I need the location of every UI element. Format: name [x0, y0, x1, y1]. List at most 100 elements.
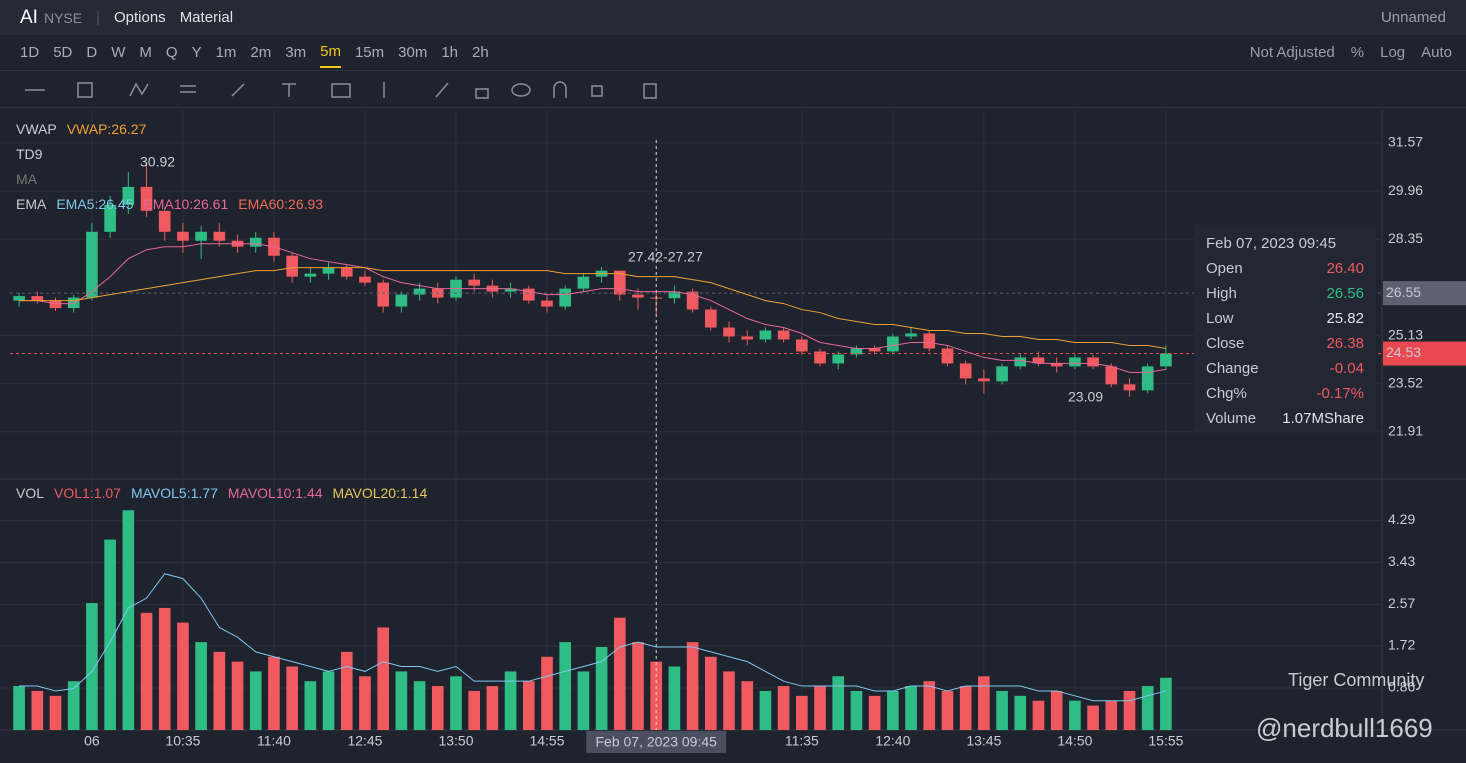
ma-legend: MA [16, 171, 37, 187]
volume-bar [1160, 677, 1172, 730]
indicator-line [19, 573, 1167, 702]
timeframe[interactable]: 3m [285, 44, 307, 61]
candle-body [814, 351, 826, 364]
volume-bar [122, 510, 135, 730]
candle-body [941, 348, 954, 364]
value: VWAP:26.27 [66, 121, 147, 137]
workspace[interactable]: Unnamed [1380, 9, 1446, 26]
scale-option[interactable]: Auto [1421, 44, 1452, 61]
timeframe[interactable]: 1D [20, 44, 40, 61]
label[interactable]: VWAP [16, 121, 57, 137]
volume-bar [632, 642, 644, 730]
drawing-toolbar [0, 72, 1466, 108]
volume-bar [195, 642, 207, 730]
volume-bar [450, 676, 462, 730]
timeframe[interactable]: W [111, 44, 126, 61]
td9-legend: TD9 [16, 146, 42, 162]
volume-bar [959, 686, 972, 730]
candle-body [668, 291, 681, 299]
label[interactable]: EMA [16, 196, 47, 212]
candle-body [213, 231, 226, 241]
candle-body [723, 327, 735, 337]
volume-bar [522, 681, 535, 730]
volume-bar [31, 690, 44, 730]
timeframe[interactable]: 2m [250, 44, 272, 61]
tooltip-row: Close 26.38 [1206, 331, 1364, 356]
watermark-brand: Tiger Community [1288, 670, 1425, 690]
y-tick-label: 4.29 [1388, 511, 1415, 527]
tooltip-label: Low [1206, 310, 1234, 327]
volume-bar [213, 651, 226, 730]
x-tick-label: 14:50 [1057, 733, 1092, 749]
candle-body [1160, 353, 1172, 367]
tooltip-label: High [1206, 285, 1237, 302]
y-tick-label: 28.35 [1388, 230, 1423, 246]
candle-body [541, 300, 553, 307]
volume-bar [104, 539, 116, 730]
tooltip-value: -0.17% [1316, 385, 1364, 402]
volume-bar [340, 651, 353, 730]
tool-icons [25, 80, 657, 99]
scale-option[interactable]: % [1350, 44, 1365, 61]
price-tag-label: 26.55 [1386, 284, 1421, 300]
timeframe[interactable]: 5m [320, 37, 341, 68]
x-tick-label: 12:40 [875, 733, 910, 749]
label[interactable]: VOL [16, 485, 45, 501]
volume-bar [832, 676, 845, 730]
divider: | [96, 9, 100, 26]
timeframe[interactable]: M [139, 44, 152, 61]
y-tick-label: 2.57 [1388, 595, 1415, 611]
candle-body [1050, 363, 1063, 367]
candle-body [923, 333, 936, 349]
timeframe[interactable]: 2h [472, 44, 489, 61]
y-tick-label: 29.96 [1388, 182, 1423, 198]
timeframe[interactable]: Q [165, 44, 178, 61]
candle-body [504, 288, 517, 292]
candle-body [13, 296, 25, 301]
annotation: 27.42-27.27 [628, 249, 703, 265]
label[interactable]: MA [16, 171, 37, 187]
symbol[interactable]: AI [20, 6, 38, 28]
volume-bar [704, 656, 717, 730]
timeframe[interactable]: 5D [53, 44, 73, 61]
annotation: 23.09 [1068, 389, 1103, 405]
scale-option[interactable]: Not Adjusted [1249, 44, 1335, 61]
tooltip-row: Low 25.82 [1206, 306, 1364, 331]
tooltip-value: 26.56 [1326, 285, 1364, 302]
volume-bar [923, 681, 936, 730]
candle-body [249, 237, 262, 247]
candle-body [359, 276, 371, 283]
timeframe[interactable]: D [86, 44, 98, 61]
volume-bar [158, 607, 171, 730]
menu[interactable]: Material [179, 9, 234, 26]
timeframe[interactable]: Y [191, 44, 202, 61]
volume-bar [486, 686, 499, 730]
volume-bar [668, 666, 681, 730]
indicator-line [19, 267, 1166, 349]
candle-body [67, 297, 80, 309]
candle-body [704, 309, 717, 328]
volume-bar [268, 656, 280, 730]
candle-body [195, 231, 207, 241]
volume-bar [595, 646, 608, 730]
candle-body [49, 300, 62, 309]
timeframe[interactable]: 15m [354, 44, 385, 61]
tooltip: Feb 07, 2023 09:45 Open 26.40 High 26.56 Low 2… [1194, 225, 1376, 431]
tooltip-label: Open [1206, 260, 1243, 277]
menu[interactable]: Options [113, 9, 166, 26]
tooltip-value: 26.38 [1326, 335, 1364, 352]
vwap-legend: VWAP VWAP:26.27 [16, 121, 146, 137]
scale-option[interactable]: Log [1380, 44, 1406, 61]
volume-bar [541, 656, 553, 730]
volume-bar [796, 695, 808, 730]
volume-bar [613, 617, 626, 730]
candle-body [741, 336, 754, 340]
label[interactable]: TD9 [16, 146, 43, 162]
timeframe[interactable]: 1m [215, 44, 237, 61]
timeframe[interactable]: 30m [398, 44, 428, 61]
volume-bar [577, 671, 590, 730]
candle-body [850, 348, 863, 355]
timeframe[interactable]: 1h [441, 44, 459, 61]
value: VOL1:1.07 [54, 485, 121, 501]
